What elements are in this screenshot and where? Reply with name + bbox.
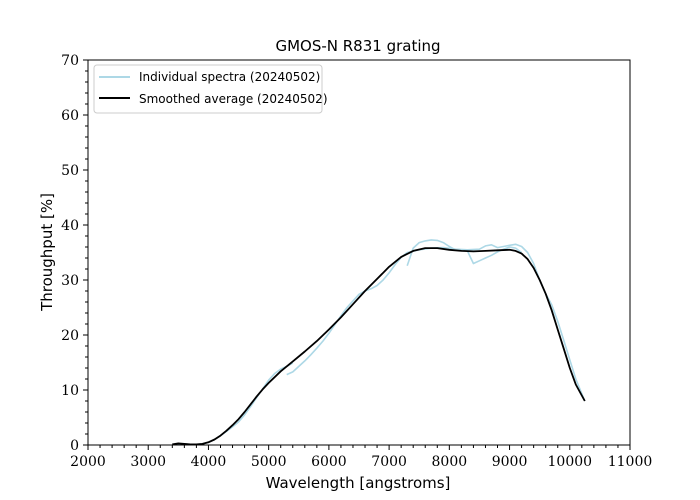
x-tick-label: 3000 <box>130 454 166 470</box>
x-tick-label: 11000 <box>608 454 653 470</box>
y-tick-label: 60 <box>61 108 79 124</box>
plot-lines <box>172 239 586 446</box>
legend-label-individual-spectra: Individual spectra (20240502) <box>139 70 320 84</box>
y-axis-label: Throughput [%] <box>38 193 56 312</box>
legend: Individual spectra (20240502) Smoothed a… <box>93 64 328 114</box>
individual-spectra-line-4 <box>407 243 586 402</box>
individual-spectra-line-2 <box>286 251 408 376</box>
x-tick-label: 8000 <box>432 454 468 470</box>
plot-frame <box>87 59 631 446</box>
y-tick-label: 30 <box>61 273 79 289</box>
chart-title: GMOS-N R831 grating <box>275 37 440 55</box>
y-tick-label: 50 <box>61 163 79 179</box>
y-tick-label: 10 <box>61 383 79 399</box>
x-tick-label: 6000 <box>311 454 347 470</box>
x-axis: 2000 3000 4000 5000 6000 7000 8000 9000 10000 110… <box>70 445 652 470</box>
individual-spectra-line-3 <box>406 239 523 266</box>
legend-box <box>93 64 323 114</box>
y-tick-label: 20 <box>61 328 79 344</box>
y-axis: 0 10 20 30 40 50 60 70 <box>61 53 88 454</box>
y-tick-label: 0 <box>70 438 79 454</box>
x-tick-label: 4000 <box>191 454 227 470</box>
smoothed-average-line <box>172 247 586 446</box>
y-tick-label: 70 <box>61 53 79 69</box>
x-tick-label: 2000 <box>70 454 106 470</box>
x-tick-label: 5000 <box>251 454 287 470</box>
individual-spectra-line-1 <box>172 362 294 446</box>
x-axis-label: Wavelength [angstroms] <box>266 474 451 492</box>
x-tick-label: 10000 <box>548 454 593 470</box>
legend-label-smoothed-average: Smoothed average (20240502) <box>139 92 328 106</box>
x-tick-label: 9000 <box>492 454 528 470</box>
y-tick-label: 40 <box>61 218 79 234</box>
x-tick-label: 7000 <box>371 454 407 470</box>
